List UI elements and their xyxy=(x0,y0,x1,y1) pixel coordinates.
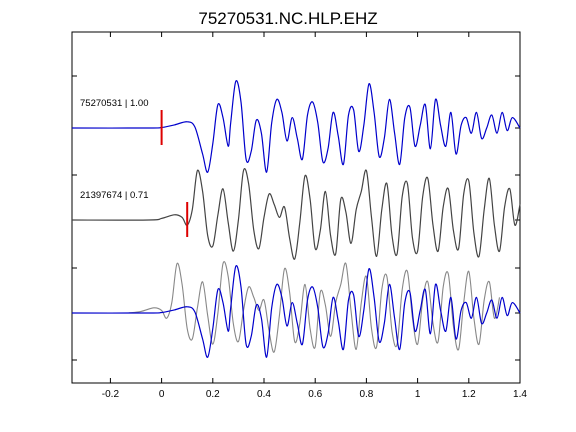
trace-label-1: 75270531 | 1.00 xyxy=(80,98,149,109)
x-tick-label: 0 xyxy=(159,389,165,400)
overlay-trace-75270531 xyxy=(71,264,521,358)
x-tick-label: -0.2 xyxy=(102,389,120,400)
x-tick-label: 0.2 xyxy=(206,389,220,400)
x-tick-label: 1.2 xyxy=(462,389,476,400)
x-tick-label: 0.4 xyxy=(257,389,271,400)
trace-layer xyxy=(71,79,521,358)
axis-ticks: -0.2 0 0.2 0.4 0.6 0.8 1 1.2 1.4 xyxy=(72,32,527,400)
chart-title: 75270531.NC.HLP.EHZ xyxy=(198,9,377,28)
trace-label-2: 21397674 | 0.71 xyxy=(80,190,149,201)
overlay-trace-21397674 xyxy=(128,261,501,353)
x-tick-label: 1.4 xyxy=(513,389,527,400)
x-tick-label: 0.6 xyxy=(308,389,322,400)
x-tick-label: 0.8 xyxy=(359,389,373,400)
trace-21397674 xyxy=(71,168,521,260)
plot-frame xyxy=(71,31,521,384)
trace-75270531 xyxy=(71,79,521,173)
x-tick-label: 1 xyxy=(415,389,421,400)
trace-labels: 75270531 | 1.00 21397674 | 0.71 xyxy=(80,98,149,201)
